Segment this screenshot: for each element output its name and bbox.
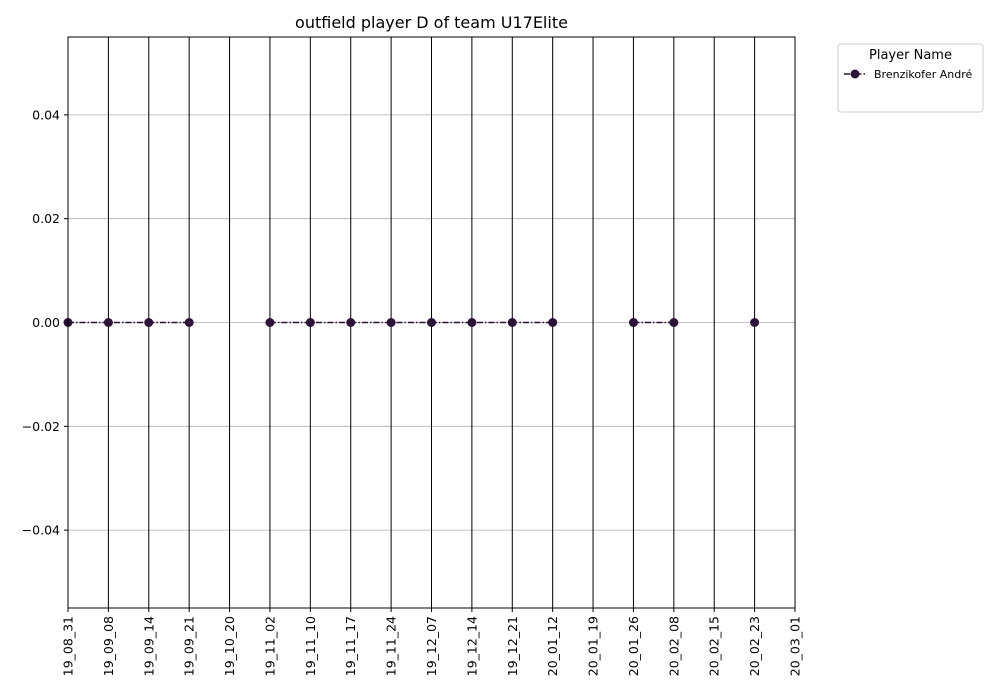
data-point [548,318,558,327]
x-tick-label: 19_09_14 [141,616,156,676]
x-tick-label: 19_11_24 [384,616,399,676]
legend: Player Name Brenzikofer André [837,43,984,113]
x-tick-label: 20_02_15 [707,616,722,676]
x-tick-label: 19_09_08 [101,616,116,676]
legend-label: Brenzikofer André [874,68,973,81]
x-tick-label: 19_11_02 [262,616,277,676]
x-tick-label: 20_02_08 [666,616,681,676]
y-tick-label: −0.02 [22,419,60,434]
x-axis: 19_08_31 19_09_08 19_09_14 19_09_21 19_10_20… [61,608,803,676]
legend-marker [850,69,860,79]
x-tick-label: 19_11_10 [303,616,318,676]
x-tick-label: 20_01_12 [545,616,560,676]
data-point [669,318,679,327]
data-point [346,318,356,327]
y-tick-label: 0.02 [32,211,60,226]
data-point [305,318,315,327]
legend-entries: Brenzikofer André [844,68,973,81]
data-point [265,318,275,327]
data-point [750,318,760,327]
x-tick-label: 20_03_01 [788,616,803,676]
series-layer [63,318,760,327]
data-point [144,318,154,327]
data-point [507,318,517,327]
legend-box [837,43,984,113]
x-tick-label: 20_01_26 [626,616,641,676]
data-point [427,318,436,327]
x-tick-label: 19_12_14 [464,616,479,676]
x-tick-label: 20_02_23 [747,616,762,676]
x-tick-label: 20_01_19 [586,616,601,676]
legend-title: Player Name [869,48,952,63]
data-point [184,318,194,327]
x-tick-label: 19_10_20 [222,616,237,676]
x-tick-label: 19_09_21 [182,616,197,676]
x-tick-label: 19_12_07 [424,616,439,676]
data-point [103,318,113,327]
x-tick-label: 19_12_21 [505,616,520,676]
chart-title: outfield player D of team U17Elite [295,13,568,32]
y-axis: 0.04 0.02 0.00 −0.02 −0.04 [22,107,68,538]
x-tick-label: 19_11_17 [343,616,358,676]
y-tick-label: 0.00 [32,315,60,330]
data-point [386,318,396,327]
y-tick-label: 0.04 [32,107,60,122]
y-tick-label: −0.04 [22,523,60,538]
data-point [628,318,638,327]
data-point [467,318,477,327]
x-tick-label: 19_08_31 [61,616,76,676]
